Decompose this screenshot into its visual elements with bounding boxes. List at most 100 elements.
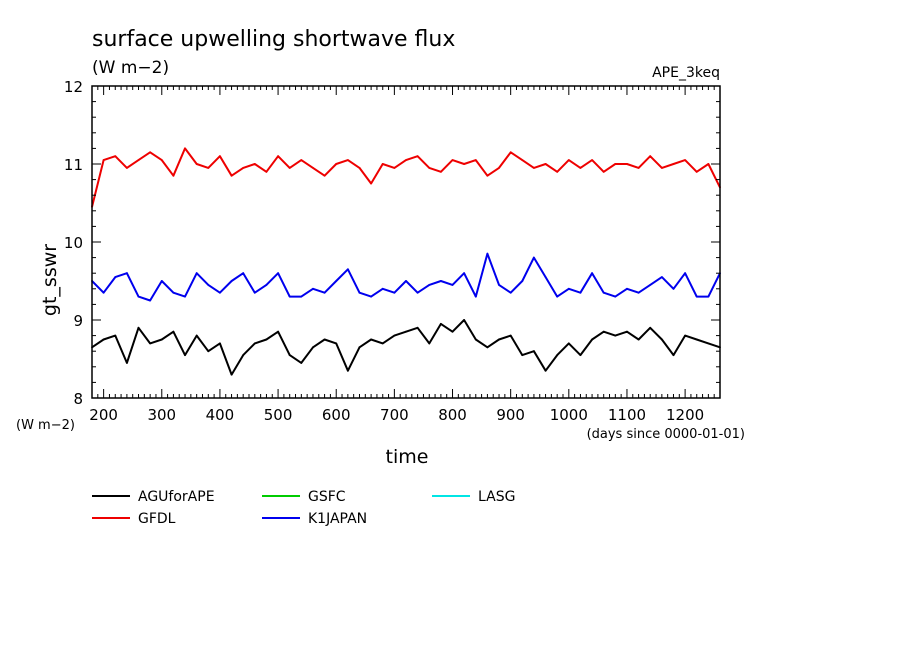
data-point xyxy=(393,334,396,337)
data-point xyxy=(533,167,535,169)
data-point xyxy=(102,159,105,162)
data-point xyxy=(242,167,245,169)
data-point xyxy=(230,280,233,282)
data-point xyxy=(358,346,361,349)
data-point xyxy=(649,326,652,329)
data-point xyxy=(288,167,291,169)
data-point xyxy=(160,280,163,282)
data-point xyxy=(370,338,372,341)
data-point xyxy=(219,342,221,345)
x-tick-label: 1200 xyxy=(666,406,704,424)
data-point xyxy=(126,362,128,364)
data-point xyxy=(672,287,675,290)
x-tick-label: 700 xyxy=(380,406,409,424)
data-point xyxy=(126,167,128,169)
x-tick-label: 200 xyxy=(89,406,118,424)
data-point xyxy=(114,276,117,278)
x-tick-label: 1100 xyxy=(608,406,646,424)
x-tick-label: 500 xyxy=(264,406,293,424)
data-point xyxy=(614,295,617,298)
data-point xyxy=(381,163,384,165)
data-point xyxy=(405,280,407,282)
chart-units: (W m−2) xyxy=(92,58,169,78)
data-point xyxy=(579,167,582,169)
legend-label: K1JAPAN xyxy=(308,511,367,527)
data-point xyxy=(649,155,652,158)
data-point xyxy=(207,167,210,169)
data-point xyxy=(451,159,454,162)
data-point xyxy=(277,330,279,333)
data-point xyxy=(567,342,570,345)
data-point xyxy=(195,272,198,275)
x-tick-label: 600 xyxy=(322,406,351,424)
series-line-k1japan xyxy=(91,252,721,302)
experiment-tag: APE_3keq xyxy=(652,65,720,81)
data-point xyxy=(614,163,617,165)
legend-label: GFDL xyxy=(138,511,176,527)
data-point xyxy=(463,319,465,321)
legend-item-lasg: LASG xyxy=(432,489,515,505)
y-tick-label: 11 xyxy=(64,156,83,174)
data-point xyxy=(544,369,547,372)
data-point xyxy=(544,276,547,278)
data-point xyxy=(172,291,175,294)
data-point xyxy=(230,174,233,177)
data-point xyxy=(486,252,489,255)
data-point xyxy=(684,334,686,337)
data-point xyxy=(637,338,640,341)
data-point xyxy=(533,256,535,259)
data-point xyxy=(277,155,279,158)
plot-frame xyxy=(91,85,721,399)
data-point xyxy=(184,147,186,150)
data-point xyxy=(207,284,210,286)
data-point xyxy=(335,342,338,345)
data-point xyxy=(219,155,221,158)
data-point xyxy=(602,291,605,294)
data-point xyxy=(381,287,384,290)
data-point xyxy=(626,163,628,165)
data-point xyxy=(253,291,256,294)
ticks-layer: 200 300 400 500 600 700 800 900 1000 1100 1200 8 9 10… xyxy=(64,78,720,424)
data-point xyxy=(288,295,291,298)
data-point xyxy=(172,174,175,177)
data-point xyxy=(602,330,605,333)
series-gfdl xyxy=(91,147,721,208)
data-point xyxy=(591,338,593,341)
data-point xyxy=(416,291,419,294)
x-tick-label: 1000 xyxy=(550,406,588,424)
data-point xyxy=(428,284,431,286)
data-point xyxy=(195,163,198,165)
data-point xyxy=(428,342,431,345)
data-point xyxy=(672,354,675,356)
data-point xyxy=(288,354,291,356)
data-point xyxy=(567,287,570,290)
data-point xyxy=(300,362,303,364)
data-point xyxy=(160,159,163,162)
legend-label: LASG xyxy=(478,489,515,505)
data-point xyxy=(242,354,245,356)
data-point xyxy=(149,151,152,154)
data-point xyxy=(440,323,442,325)
data-point xyxy=(137,295,140,298)
data-point xyxy=(393,291,396,294)
series-aguforape xyxy=(91,319,721,376)
data-point xyxy=(114,155,117,158)
data-point xyxy=(567,159,570,162)
data-point xyxy=(474,338,477,341)
data-point xyxy=(149,342,152,345)
x-tick-label: 800 xyxy=(438,406,467,424)
chart-title: surface upwelling shortwave flux xyxy=(92,27,455,52)
data-point xyxy=(102,338,105,341)
y-axis-label: gt_sswr xyxy=(39,244,61,316)
data-point xyxy=(486,174,489,177)
data-point xyxy=(451,330,454,333)
data-point xyxy=(707,163,710,165)
data-point xyxy=(440,170,442,173)
data-point xyxy=(347,369,349,372)
data-point xyxy=(521,280,524,282)
y-axis-units: (W m−2) xyxy=(16,418,75,433)
legend-item-aguforape: AGUforAPE xyxy=(92,489,215,505)
data-point xyxy=(637,167,640,169)
data-point xyxy=(312,346,314,349)
